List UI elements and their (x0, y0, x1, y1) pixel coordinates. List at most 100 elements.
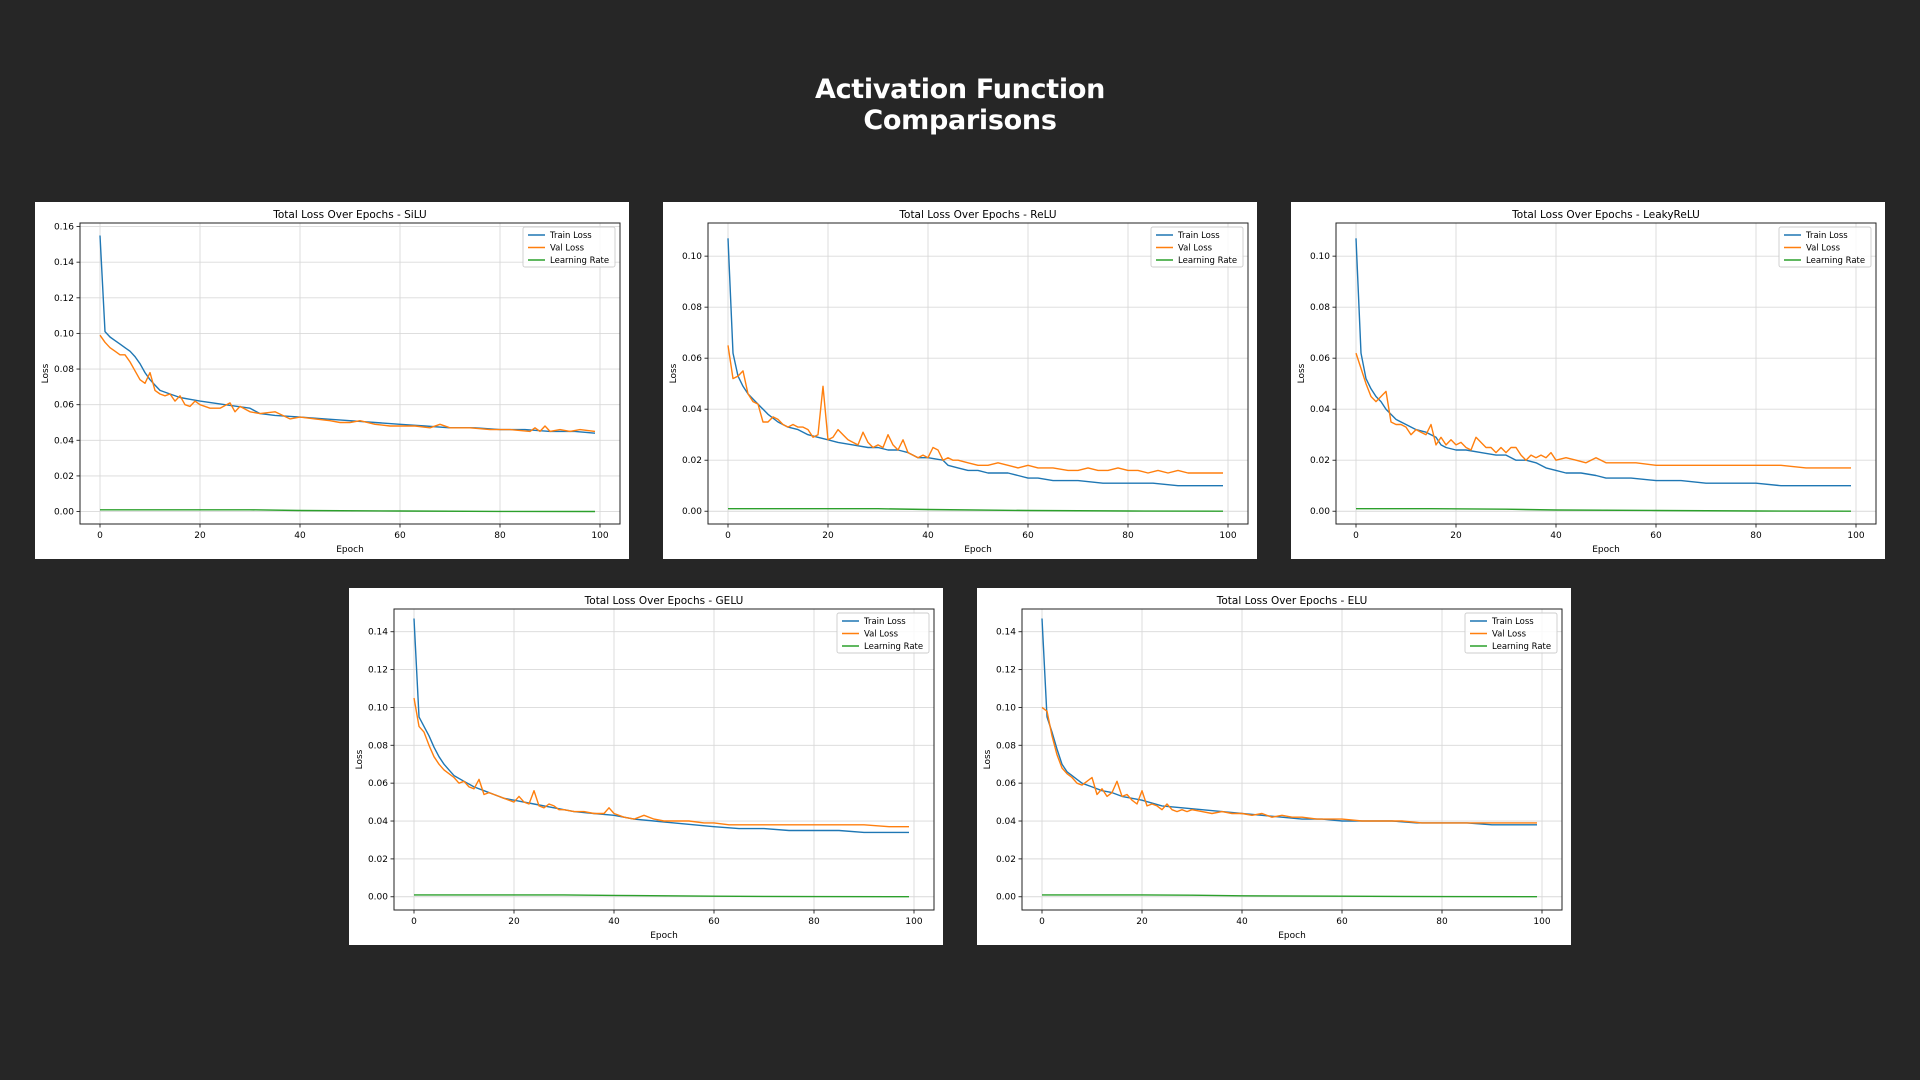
y-tick-label: 0.00 (368, 893, 388, 903)
y-tick-label: 0.02 (54, 472, 74, 482)
y-tick-label: 0.16 (54, 223, 74, 233)
x-tick-label: 40 (1236, 917, 1248, 927)
y-tick-label: 0.10 (996, 703, 1016, 713)
series-line-learning-rate (414, 894, 910, 898)
legend-label: Learning Rate (1806, 256, 1865, 266)
legend: Train Loss Val Loss Learning Rate (1464, 612, 1558, 654)
x-tick-label: 60 (394, 531, 406, 541)
x-tick-label: 100 (1847, 531, 1864, 541)
x-tick-label: 0 (1039, 917, 1045, 927)
page-title-line-1: Activation Function (815, 74, 1105, 105)
legend-label: Train Loss (1805, 231, 1848, 241)
chart-card-elu: 0 20 40 60 80 100 0.00 0.02 0.04 0.06 0.08 0.10 0.12… (977, 588, 1571, 945)
x-tick-label: 80 (1122, 531, 1134, 541)
series-line-train-loss (727, 238, 1223, 487)
series-line-learning-rate (1042, 894, 1538, 898)
y-tick-label: 0.02 (368, 855, 388, 865)
chart-silu: 0 20 40 60 80 100 0.00 0.02 0.04 0.06 0.08 0.10 0.12… (41, 209, 621, 555)
y-tick-label: 0.04 (1310, 405, 1330, 415)
x-tick-label: 0 (97, 531, 103, 541)
x-tick-label: 100 (591, 531, 608, 541)
series-line-learning-rate (728, 508, 1224, 512)
y-tick-label: 0.10 (368, 703, 388, 713)
x-tick-label: 60 (708, 917, 720, 927)
y-tick-label: 0.12 (368, 666, 388, 676)
series-line-train-loss (1355, 238, 1851, 487)
legend: Train Loss Val Loss Learning Rate (1778, 226, 1872, 268)
x-tick-label: 60 (1022, 531, 1034, 541)
chart-title: Total Loss Over Epochs - ReLU (898, 209, 1056, 221)
x-tick-label: 60 (1336, 917, 1348, 927)
grid (1022, 609, 1562, 910)
legend-label: Val Loss (864, 630, 899, 640)
y-tick-label: 0.04 (996, 817, 1016, 827)
grid (80, 223, 620, 524)
page-title-line-2: Comparisons (863, 105, 1057, 136)
y-tick-label: 0.14 (54, 258, 74, 268)
y-tick-label: 0.02 (682, 456, 702, 466)
legend-label: Val Loss (550, 244, 585, 254)
chart-elu: 0 20 40 60 80 100 0.00 0.02 0.04 0.06 0.08 0.10 0.12… (983, 595, 1563, 941)
y-tick-label: 0.06 (368, 779, 388, 789)
series-line-train-loss (99, 235, 596, 434)
y-tick-label: 0.00 (996, 893, 1016, 903)
grid (708, 223, 1248, 524)
legend-label: Train Loss (1491, 617, 1534, 627)
x-tick-label: 40 (922, 531, 934, 541)
x-tick-label: 40 (294, 531, 306, 541)
chart-title: Total Loss Over Epochs - GELU (584, 595, 744, 607)
grid (394, 609, 934, 910)
legend-label: Learning Rate (1492, 642, 1551, 652)
x-tick-label: 20 (194, 531, 206, 541)
y-tick-label: 0.12 (996, 666, 1016, 676)
x-axis-label: Epoch (1278, 931, 1306, 941)
legend: Train Loss Val Loss Learning Rate (1150, 226, 1244, 268)
legend-label: Val Loss (1806, 244, 1841, 254)
chart-title: Total Loss Over Epochs - ELU (1216, 595, 1368, 607)
y-tick-label: 0.04 (682, 405, 702, 415)
x-tick-label: 20 (1450, 531, 1462, 541)
legend-label: Val Loss (1492, 630, 1527, 640)
y-tick-label: 0.06 (996, 779, 1016, 789)
x-tick-label: 0 (725, 531, 731, 541)
x-axis-label: Epoch (964, 545, 992, 555)
series-line-val-loss (413, 697, 909, 828)
page-title: Activation Function Comparisons (0, 74, 1920, 136)
series-line-learning-rate (100, 509, 596, 513)
plot-frame (1335, 222, 1877, 525)
x-tick-label: 20 (508, 917, 520, 927)
y-axis-label: Loss (983, 749, 993, 769)
y-axis-label: Loss (41, 363, 51, 383)
series-line-learning-rate (1356, 508, 1852, 512)
legend-label: Learning Rate (864, 642, 923, 652)
legend: Train Loss Val Loss Learning Rate (836, 612, 930, 654)
legend-label: Train Loss (549, 231, 592, 241)
x-tick-label: 0 (1353, 531, 1359, 541)
chart-card-relu: 0 20 40 60 80 100 0.00 0.02 0.04 0.06 0.08 0.10 Tota… (663, 202, 1257, 559)
chart-card-leakyrelu: 0 20 40 60 80 100 0.00 0.02 0.04 0.06 0.08 0.10 Tota… (1291, 202, 1885, 559)
series-line-val-loss (99, 334, 596, 433)
x-tick-label: 80 (808, 917, 820, 927)
y-tick-label: 0.14 (996, 628, 1016, 638)
series-line-train-loss (1041, 618, 1537, 826)
y-tick-label: 0.02 (1310, 456, 1330, 466)
y-tick-label: 0.04 (54, 436, 74, 446)
y-tick-label: 0.12 (54, 294, 74, 304)
y-tick-label: 0.06 (54, 401, 74, 411)
y-tick-label: 0.00 (1310, 507, 1330, 517)
x-tick-label: 40 (1550, 531, 1562, 541)
y-axis-label: Loss (355, 749, 365, 769)
y-tick-label: 0.02 (996, 855, 1016, 865)
y-tick-label: 0.08 (996, 741, 1016, 751)
y-tick-label: 0.00 (54, 508, 74, 518)
chart-gelu: 0 20 40 60 80 100 0.00 0.02 0.04 0.06 0.08 0.10 0.12… (355, 595, 935, 941)
x-tick-label: 100 (1533, 917, 1550, 927)
chart-title: Total Loss Over Epochs - SiLU (272, 209, 427, 221)
plot-frame (79, 222, 621, 525)
series-line-train-loss (413, 618, 909, 834)
legend-label: Train Loss (1177, 231, 1220, 241)
plot-frame (393, 608, 935, 911)
y-tick-label: 0.00 (682, 507, 702, 517)
y-axis-label: Loss (1297, 363, 1307, 383)
chart-card-silu: 0 20 40 60 80 100 0.00 0.02 0.04 0.06 0.08 0.10 0.12… (35, 202, 629, 559)
